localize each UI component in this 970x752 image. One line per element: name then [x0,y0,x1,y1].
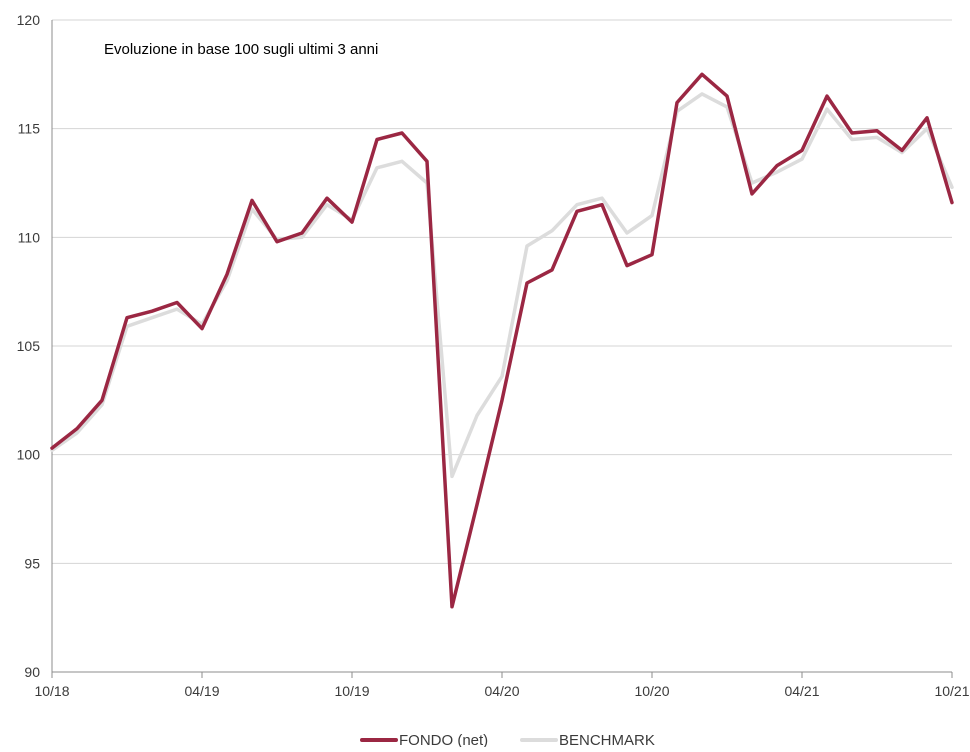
legend-label-fondo-net: FONDO (net) [399,732,488,747]
y-tick-label: 110 [18,229,41,245]
series-lines [50,72,954,609]
y-tick-label: 100 [17,447,41,463]
gridlines [52,19,952,564]
x-tick-label: 10/21 [934,683,969,699]
series-line-fondo-net [50,72,954,609]
x-tick-label: 10/20 [634,683,669,699]
x-tick-label: 04/19 [184,683,219,699]
x-tick-label: 04/20 [484,683,519,699]
legend: FONDO (net) BENCHMARK [360,732,655,749]
y-axis-ticks: 90 95 100 105 110 115 120 [17,12,41,680]
x-tick-label: 10/18 [34,683,69,699]
y-tick-label: 115 [18,121,41,137]
x-tick-label: 04/21 [784,683,819,699]
y-tick-label: 95 [24,555,40,571]
x-tick-label: 10/19 [334,683,369,699]
series-line-benchmark [50,92,954,479]
y-tick-label: 105 [17,338,41,354]
y-tick-label: 120 [17,12,41,28]
chart-title: Evoluzione in base 100 sugli ultimi 3 an… [104,41,378,58]
x-axis-ticks: 10/18 04/19 10/19 04/20 10/20 04/21 10/21 [34,672,970,699]
y-tick-label: 90 [24,664,40,680]
legend-label-benchmark: BENCHMARK [559,732,655,747]
